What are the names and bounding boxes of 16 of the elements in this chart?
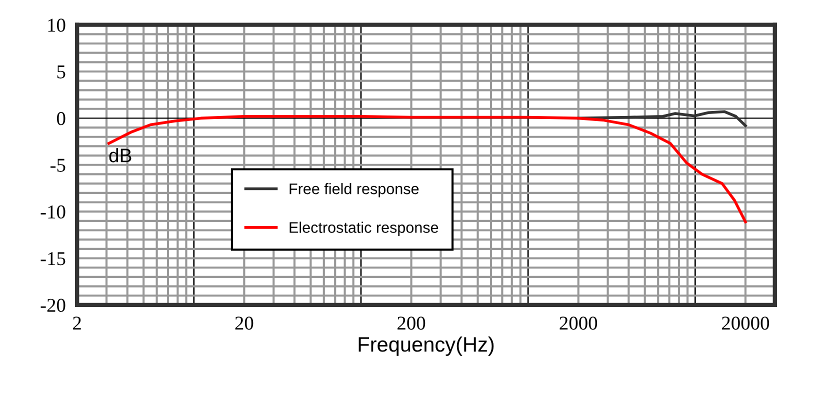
x-tick-label: 200 bbox=[398, 316, 426, 330]
y-tick-label: -15 bbox=[40, 252, 66, 266]
y-tick-label: 0 bbox=[56, 112, 66, 126]
y-axis-title: dB bbox=[109, 148, 132, 162]
y-tick-label: 5 bbox=[57, 66, 66, 78]
y-tick-label: -10 bbox=[40, 205, 66, 219]
y-tick-label: 10 bbox=[48, 18, 66, 32]
x-axis-title: Frequency(Hz) bbox=[358, 336, 494, 356]
x-tick-label: 2 bbox=[73, 316, 81, 330]
y-tick-label: -20 bbox=[40, 298, 66, 312]
legend-label: Free field response bbox=[290, 183, 419, 198]
y-tick-label: -5 bbox=[50, 158, 66, 172]
x-tick-label: 20000 bbox=[722, 316, 770, 330]
legend-label: Electrostatic response bbox=[290, 222, 438, 236]
x-tick-label: 20 bbox=[235, 316, 254, 330]
x-tick-label: 2000 bbox=[560, 316, 598, 330]
